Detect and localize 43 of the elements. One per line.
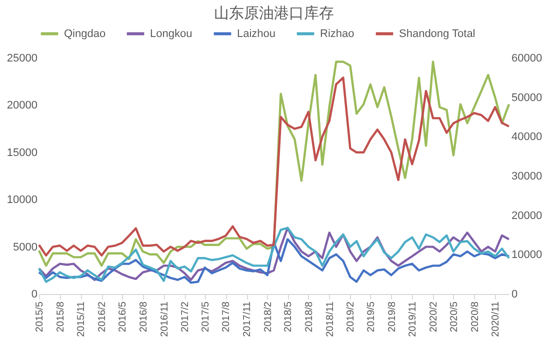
y2-tick-label: 30000 xyxy=(512,170,542,182)
y2-tick-label: 50000 xyxy=(512,92,542,104)
x-tick-label: 2018/5 xyxy=(283,301,294,332)
y2-tick-label: 40000 xyxy=(512,131,542,144)
x-tick-label: 2020/11 xyxy=(490,301,502,337)
legend-label: Laizhou xyxy=(237,28,276,40)
legend-label: Shandong Total xyxy=(399,28,476,40)
x-tick-label: 2019/11 xyxy=(408,301,419,337)
y-tick-label: 20000 xyxy=(6,100,38,112)
x-tick-label: 2020/5 xyxy=(448,301,460,332)
x-tick-label: 2020/8 xyxy=(470,301,481,332)
x-tick-label: 2019/8 xyxy=(386,301,398,332)
x-tick-label: 2015/11 xyxy=(76,301,88,337)
y2-tick-label: 60000 xyxy=(512,52,542,64)
x-tick-label: 2019/2 xyxy=(346,301,357,332)
x-tick-label: 2018/2 xyxy=(262,301,274,332)
y2-tick-label: 20000 xyxy=(512,210,542,222)
x-tick-label: 2017/5 xyxy=(200,301,212,332)
x-tick-label: 2015/5 xyxy=(34,301,46,332)
legend-label: Longkou xyxy=(150,28,192,40)
x-tick-label: 2017/11 xyxy=(242,301,254,337)
y-tick-label: 25000 xyxy=(6,52,38,64)
y-tick-label: 10000 xyxy=(6,194,38,206)
x-tick-label: 2017/8 xyxy=(221,301,232,332)
y-tick-label: 15000 xyxy=(6,146,38,159)
x-tick-label: 2016/11 xyxy=(159,301,170,337)
x-tick-label: 2017/2 xyxy=(180,301,192,332)
x-tick-label: 2015/8 xyxy=(55,301,66,332)
line-series xyxy=(38,238,510,284)
y-tick-label: 5000 xyxy=(13,241,38,254)
x-tick-label: 2019/5 xyxy=(366,301,377,332)
chart-title: 山东原油港口库存 xyxy=(214,5,334,22)
x-tick-label: 2020/2 xyxy=(428,301,440,332)
legend-label: Rizhao xyxy=(320,28,354,40)
x-tick-label: 2018/11 xyxy=(324,301,336,337)
x-tick-label: 2016/2 xyxy=(97,301,108,332)
y2-tick-label: 10000 xyxy=(512,249,542,262)
x-tick-label: 2016/5 xyxy=(118,301,129,332)
legend-label: Qingdao xyxy=(64,28,106,40)
x-tick-label: 2016/8 xyxy=(138,301,150,332)
x-tick-label: 2018/8 xyxy=(304,301,315,332)
y-tick-label: 0 xyxy=(31,288,38,300)
y2-tick-label: 0 xyxy=(512,288,518,300)
